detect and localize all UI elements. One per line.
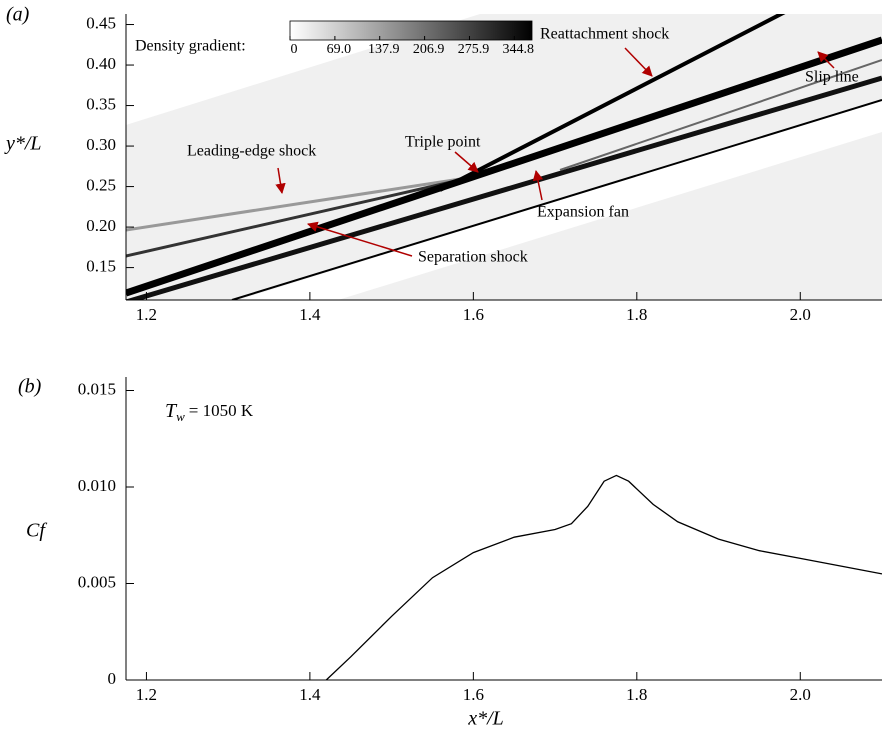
- colorbar-tick-label: 275.9: [458, 42, 490, 57]
- colorbar-tick-label: 344.8: [503, 42, 535, 57]
- x-tick-label: 1.6: [463, 685, 484, 704]
- y-tick-label: 0.35: [86, 94, 116, 113]
- y-axis-label: Cf: [26, 520, 47, 542]
- colorbar-tick-label: 0: [291, 42, 298, 57]
- colorbar: [289, 20, 533, 41]
- annotation: Triple point: [405, 134, 481, 151]
- leading-edge-band: [126, 174, 481, 232]
- slip-band: [559, 59, 882, 171]
- x-tick-label: 1.6: [463, 305, 484, 324]
- y-tick-label: 0.40: [86, 54, 116, 73]
- y-tick-label: 0.15: [86, 256, 116, 275]
- colorbar-label: Density gradient:: [135, 38, 246, 55]
- panel-label: (a): [6, 4, 30, 26]
- subscript: w: [176, 409, 185, 424]
- shear-band: [126, 75, 882, 300]
- wall-band: [231, 99, 882, 300]
- colorbar-tick-label: 206.9: [413, 42, 445, 57]
- contour-field: [126, 14, 882, 300]
- colorbar-tick-label: 69.0: [327, 42, 352, 57]
- x-tick-label: 1.2: [136, 305, 157, 324]
- band: [126, 178, 461, 258]
- x-tick-label: 1.4: [299, 685, 321, 704]
- x-tick-label: 1.2: [136, 685, 157, 704]
- annotation: Expansion fan: [537, 204, 629, 221]
- annotation-text: = 1050 K: [189, 401, 254, 420]
- arrow: [532, 169, 544, 201]
- x-tick-label: 1.4: [299, 305, 321, 324]
- arrow: [275, 167, 286, 195]
- separation-band: [126, 36, 882, 297]
- arrow: [624, 47, 653, 77]
- symbol: T: [165, 400, 178, 422]
- x-tick-label: 2.0: [790, 685, 811, 704]
- panel-label: (b): [18, 376, 42, 398]
- annotation: Slip line: [805, 69, 859, 86]
- annotation: Separation shock: [418, 249, 528, 266]
- x-tick-label: 1.8: [626, 305, 647, 324]
- wall-temperature: Tw = 1050 K: [165, 400, 254, 424]
- y-axis-label: y*/L: [4, 133, 42, 155]
- arrow: [306, 221, 413, 257]
- cf-line: [325, 474, 882, 681]
- reattachment-band: [439, 14, 786, 192]
- freestream-region: [126, 14, 480, 125]
- colorbar-tick-label: 137.9: [368, 42, 400, 57]
- y-tick-label: 0.30: [86, 135, 116, 154]
- arrow: [454, 151, 479, 173]
- y-tick-label: 0.010: [78, 476, 116, 495]
- arrow: [817, 51, 835, 69]
- y-tick-label: 0.25: [86, 175, 116, 194]
- y-tick-label: 0: [108, 669, 117, 688]
- y-tick-label: 0.20: [86, 216, 116, 235]
- annotation: Reattachment shock: [540, 26, 669, 43]
- y-tick-label: 0.015: [78, 379, 116, 398]
- x-tick-label: 1.8: [626, 685, 647, 704]
- y-tick-label: 0.45: [86, 13, 116, 32]
- y-tick-label: 0.005: [78, 572, 116, 591]
- x-tick-label: 2.0: [790, 305, 811, 324]
- x-axis-label: x*/L: [467, 708, 504, 730]
- annotation: Leading-edge shock: [187, 143, 316, 160]
